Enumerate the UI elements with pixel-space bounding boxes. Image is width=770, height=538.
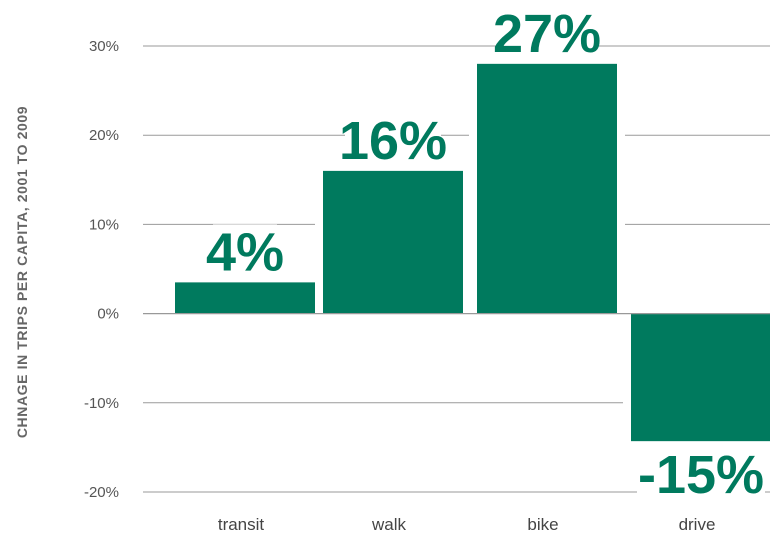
- data-labels: 4% 16% 27% -15%: [206, 4, 765, 505]
- y-tick-label: -10%: [84, 395, 119, 412]
- data-label-transit: 4%: [206, 222, 284, 282]
- y-tick-label: 10%: [89, 216, 119, 233]
- bar-drive: [631, 313, 770, 442]
- y-tick-label: 0%: [97, 306, 119, 323]
- bars: [167, 51, 770, 454]
- x-axis-categories: transit walk bike drive: [218, 515, 716, 534]
- x-category-bike: bike: [527, 515, 558, 534]
- y-tick-label: 30%: [89, 38, 119, 55]
- data-label-bike: 27%: [493, 4, 601, 64]
- x-category-drive: drive: [679, 515, 716, 534]
- y-tick-label: -20%: [84, 484, 119, 501]
- y-axis-title: CHNAGE IN TRIPS PER CAPITA, 2001 TO 2009: [14, 106, 30, 438]
- data-label-drive: -15%: [638, 445, 764, 505]
- x-category-transit: transit: [218, 515, 265, 534]
- data-label-bg: [499, 5, 595, 60]
- y-tick-label: 20%: [89, 127, 119, 144]
- data-label-walk: 16%: [339, 111, 447, 171]
- data-label-bg: [345, 112, 441, 167]
- bar-walk: [323, 170, 463, 314]
- y-axis-ticks: 30% 20% 10% 0% -10% -20%: [84, 38, 119, 501]
- x-category-walk: walk: [371, 515, 407, 534]
- data-label-bg: [213, 224, 277, 279]
- bar-bike: [477, 63, 617, 314]
- data-label-bg: [637, 447, 765, 502]
- bar-transit: [175, 282, 315, 314]
